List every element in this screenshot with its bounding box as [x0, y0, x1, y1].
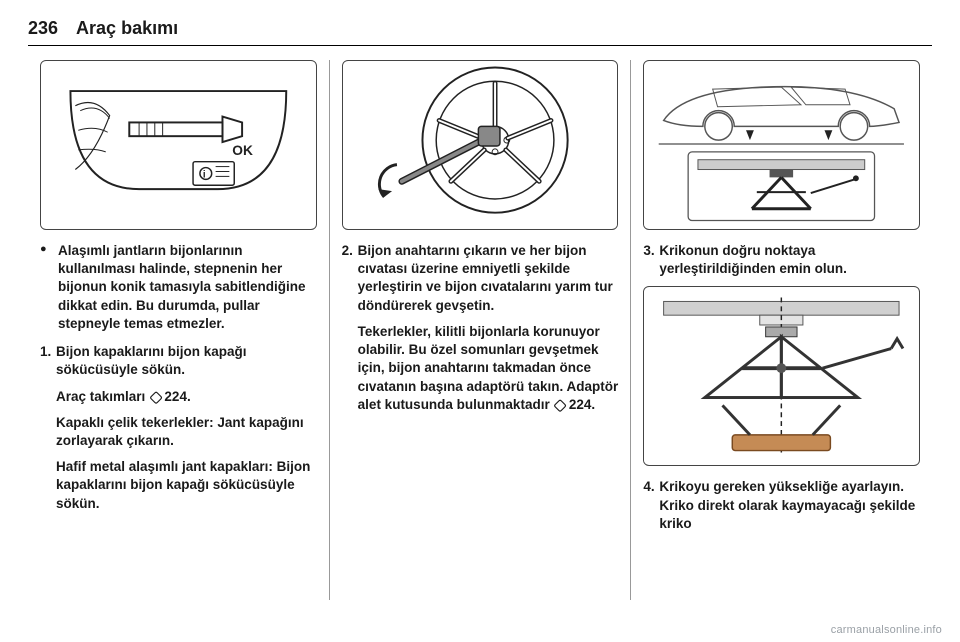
step-text: Bijon anahtarını çıkarın ve her bijon cı… — [358, 243, 613, 313]
step-list-left: 1. Bijon kapaklarını bijon kapağı sökücü… — [40, 343, 317, 379]
ref-text: Araç takımları — [56, 389, 145, 404]
page-number: 236 — [28, 18, 58, 39]
jack-points-icon — [644, 61, 919, 229]
column-left: OK i Alaşımlı jantların bijonlarının — [28, 60, 329, 600]
wheel-wrench-icon — [343, 61, 618, 229]
jack-alignment-icon — [644, 287, 919, 465]
page-header: 236 Araç bakımı — [28, 18, 932, 46]
steel-wheels-note: Kapaklı çelik tekerlekler: Jant kapağını… — [40, 414, 317, 450]
figure-jack-alignment — [643, 286, 920, 466]
step-3: 3. Krikonun doğru noktaya yerleştirildiğ… — [659, 242, 920, 278]
step-text: Bijon kapaklarını bijon kapağı sökücüsüy… — [56, 344, 247, 377]
step-text: Krikoyu gereken yüksekliğe ayarlayın. Kr… — [659, 479, 915, 530]
tools-reference: Araç takımları ▢224. — [40, 388, 317, 406]
spare-bolt-diagram-icon: OK i — [41, 61, 316, 229]
manual-page: 236 Araç bakımı OK — [0, 0, 960, 642]
step-number: 3. — [643, 242, 654, 260]
step-1: 1. Bijon kapaklarını bijon kapağı sökücü… — [56, 343, 317, 379]
lock-bolt-note: Tekerlekler, kilitli bijonlarla korunuyo… — [342, 323, 619, 414]
step-list-right-a: 3. Krikonun doğru noktaya yerleştirildiğ… — [643, 242, 920, 278]
step-list-middle: 2. Bijon anahtarını çıkarın ve her bijon… — [342, 242, 619, 315]
step-4: 4. Krikoyu gereken yüksekliğe ayarlayın.… — [659, 478, 920, 533]
svg-text:i: i — [203, 169, 206, 180]
step-text: Krikonun doğru noktaya yerleştirildiğind… — [659, 243, 847, 276]
ref-number: 224 — [164, 389, 187, 404]
bullet-list: Alaşımlı jantların bijonlarının kullanıl… — [40, 242, 317, 333]
step-number: 4. — [643, 478, 654, 496]
column-middle: 2. Bijon anahtarını çıkarın ve her bijon… — [329, 60, 631, 600]
figure-spare-tire-bolt: OK i — [40, 60, 317, 230]
svg-text:OK: OK — [232, 143, 253, 158]
step-2: 2. Bijon anahtarını çıkarın ve her bijon… — [358, 242, 619, 315]
chapter-title: Araç bakımı — [76, 18, 178, 39]
step-number: 2. — [342, 242, 353, 260]
column-right: 3. Krikonun doğru noktaya yerleştirildiğ… — [630, 60, 932, 600]
bullet-item: Alaşımlı jantların bijonlarının kullanıl… — [54, 242, 317, 333]
content-columns: OK i Alaşımlı jantların bijonlarının — [28, 60, 932, 600]
step-number: 1. — [40, 343, 51, 361]
ref-number: 224 — [569, 397, 592, 412]
figure-wheel-wrench — [342, 60, 619, 230]
source-watermark: carmanualsonline.info — [831, 624, 942, 636]
alloy-caps-note: Hafif metal alaşımlı jant kapakları: Bij… — [40, 458, 317, 513]
figure-jack-points — [643, 60, 920, 230]
step-list-right-b: 4. Krikoyu gereken yüksekliğe ayarlayın.… — [643, 478, 920, 533]
